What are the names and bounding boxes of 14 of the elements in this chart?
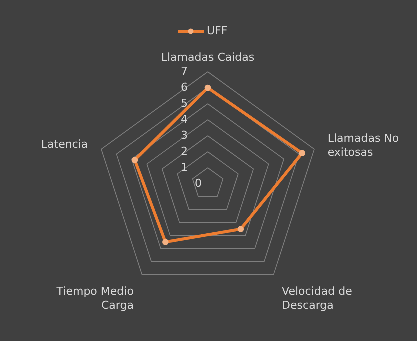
y-tick-label: 0 xyxy=(195,177,202,190)
y-tick-label: 6 xyxy=(181,81,188,94)
y-tick-label: 1 xyxy=(181,161,188,174)
spoke-label: Tiempo Medio Carga xyxy=(56,284,134,312)
y-tick-label: 4 xyxy=(181,113,188,126)
y-tick-label: 7 xyxy=(181,65,188,78)
y-tick-label: 5 xyxy=(181,97,188,110)
spoke-label: Velocidad de Descarga xyxy=(282,284,353,312)
spoke-label: Llamadas Caidas xyxy=(161,51,255,64)
legend-label: UFF xyxy=(207,24,228,38)
spoke-label: Llamadas No exitosas xyxy=(328,132,400,160)
y-tick-label: 2 xyxy=(181,145,188,158)
y-tick-label: 3 xyxy=(181,129,188,142)
spoke-label: Latencia xyxy=(41,138,88,152)
